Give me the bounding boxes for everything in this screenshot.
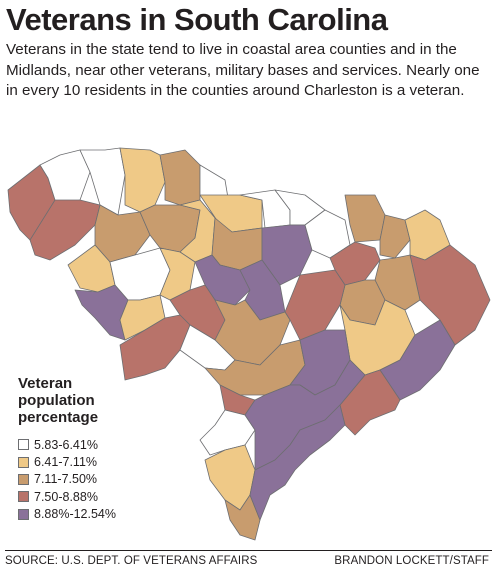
legend-label: 6.41-7.11% xyxy=(34,455,98,470)
byline-credit: BRANDON LOCKETT/STAFF xyxy=(334,555,489,567)
county-region xyxy=(224,494,261,541)
legend-item: 8.88%-12.54% xyxy=(18,506,138,523)
legend-item: 6.41-7.11% xyxy=(18,453,138,470)
county-region xyxy=(249,404,346,521)
legend-label: 7.50-8.88% xyxy=(34,489,98,504)
county-region xyxy=(74,284,129,341)
source-credit: SOURCE: U.S. DEPT. OF VETERANS AFFAIRS xyxy=(5,555,258,567)
county-region xyxy=(409,244,491,346)
legend-swatch xyxy=(18,439,29,451)
footer: SOURCE: U.S. DEPT. OF VETERANS AFFAIRS B… xyxy=(5,555,489,567)
map-title: Veterans in South Carolina xyxy=(6,2,388,37)
legend-label: 5.83-6.41% xyxy=(34,437,98,452)
legend-item: 7.11-7.50% xyxy=(18,471,138,488)
legend-title: Veteran population percentage xyxy=(18,375,99,426)
county-region xyxy=(119,147,166,213)
map-description: Veterans in the state tend to live in co… xyxy=(6,41,480,99)
county-region xyxy=(344,194,386,243)
legend-label: 7.11-7.50% xyxy=(34,472,98,487)
legend-swatch xyxy=(18,473,29,485)
legend-swatch xyxy=(18,508,29,520)
footer-rule xyxy=(5,550,492,551)
county-region xyxy=(159,149,201,206)
legend-label: 8.88%-12.54% xyxy=(34,507,117,522)
county-region xyxy=(214,299,291,366)
county-region xyxy=(339,369,401,436)
county-region xyxy=(79,147,126,216)
legend: Veteran population percentage 5.83-6.41%… xyxy=(18,375,138,523)
legend-item: 7.50-8.88% xyxy=(18,488,138,505)
legend-swatch xyxy=(18,456,29,468)
legend-swatch xyxy=(18,491,29,503)
legend-item: 5.83-6.41% xyxy=(18,436,138,453)
county-region xyxy=(379,319,456,401)
county-region xyxy=(284,269,346,341)
